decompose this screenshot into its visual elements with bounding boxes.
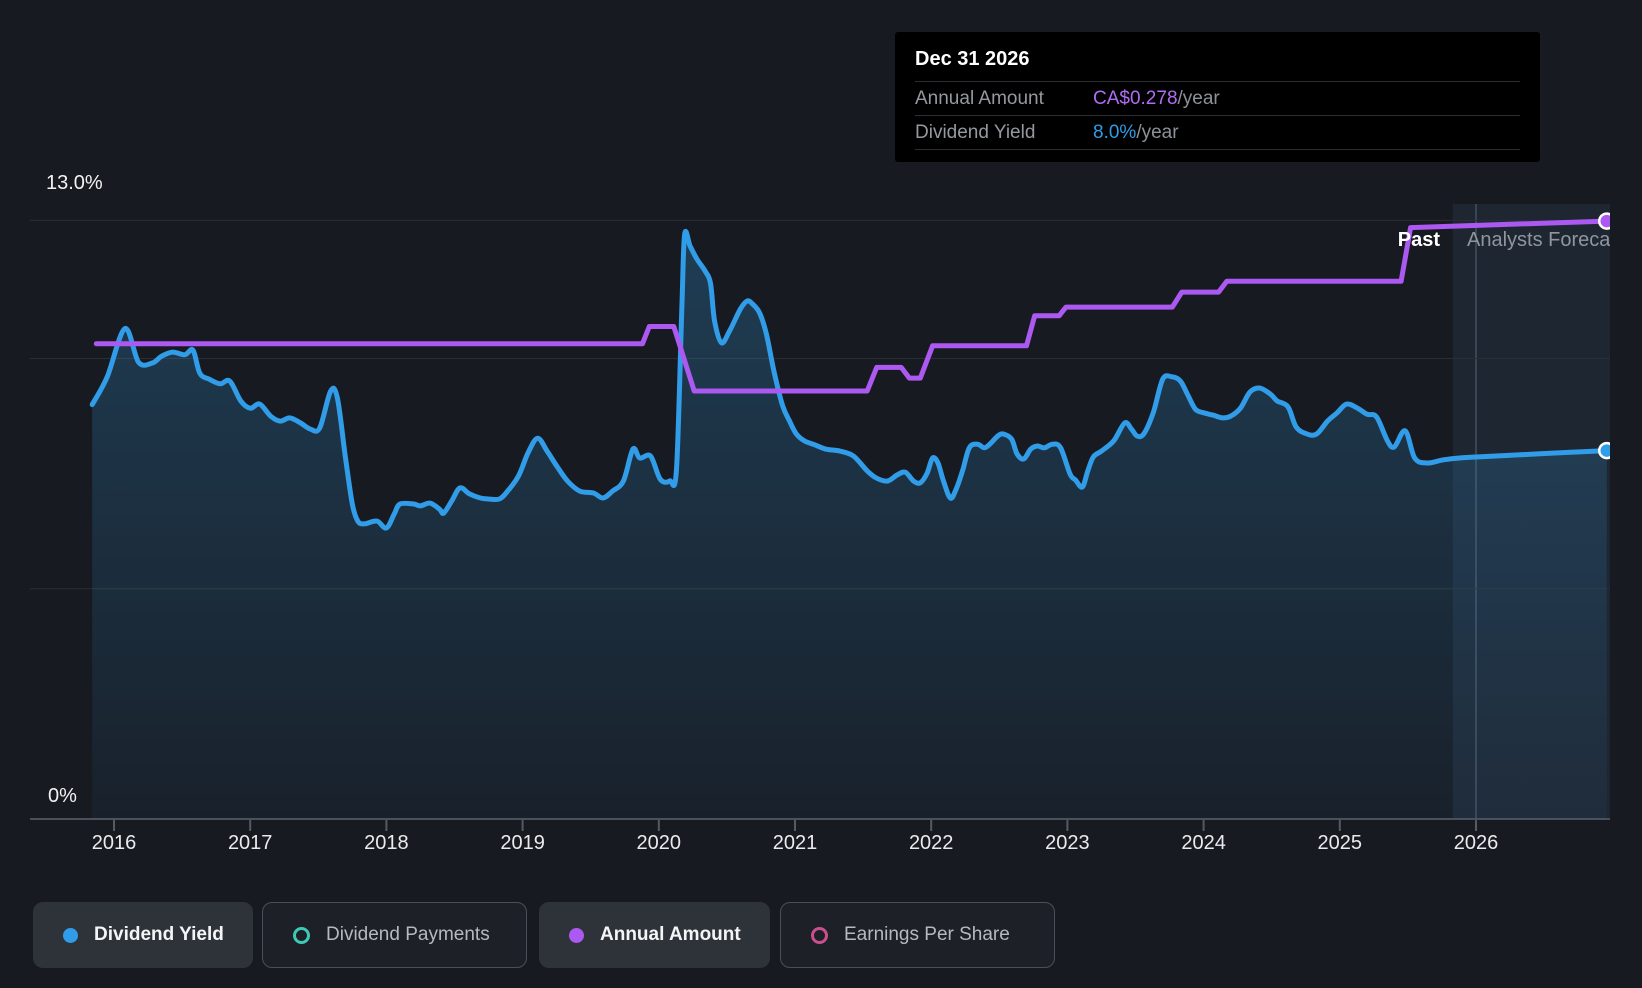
y-axis-label-max: 13.0% [46, 172, 103, 194]
legend-ring-icon [811, 926, 828, 944]
series-end-marker [1598, 441, 1610, 460]
tooltip-suffix: /year [1177, 87, 1220, 109]
legend-label: Annual Amount [600, 924, 741, 945]
legend-label: Dividend Payments [326, 924, 490, 945]
x-axis-year-label: 2025 [1317, 832, 1363, 854]
series-end-marker [1598, 212, 1610, 230]
legend-button-dividend-payments[interactable]: Dividend Payments [262, 902, 527, 968]
x-axis-year-label: 2026 [1453, 832, 1499, 854]
chart-tooltip: Dec 31 2026 Annual Amount CA$0.278/year … [895, 32, 1540, 162]
legend-label: Dividend Yield [94, 924, 224, 945]
tooltip-value: 8.0% [1093, 121, 1137, 143]
x-axis-year-label: 2017 [227, 832, 273, 854]
dividend-yield-line [89, 228, 1610, 531]
past-region-label: Past [1397, 229, 1440, 251]
legend-button-annual-amount[interactable]: Annual Amount [539, 902, 770, 968]
legend-ring-icon [293, 926, 310, 944]
x-axis-year-label: 2020 [636, 832, 682, 854]
x-axis-year-label: 2019 [500, 832, 545, 854]
tooltip-row-annual-amount: Annual Amount CA$0.278/year [915, 82, 1520, 116]
legend-button-dividend-yield[interactable]: Dividend Yield [33, 902, 253, 968]
tooltip-label: Annual Amount [915, 87, 1044, 109]
tooltip-date: Dec 31 2026 [915, 42, 1520, 82]
tooltip-row-dividend-yield: Dividend Yield 8.0%/year [915, 116, 1520, 150]
forecast-region-label: Analysts Forecast [1467, 229, 1610, 251]
x-axis-year-label: 2024 [1181, 832, 1226, 854]
tooltip-suffix: /year [1136, 121, 1179, 143]
legend-label: Earnings Per Share [844, 924, 1010, 945]
tooltip-value: CA$0.278 [1093, 87, 1178, 109]
x-axis-year-label: 2018 [364, 832, 409, 854]
x-axis-year-label: 2016 [91, 832, 137, 854]
tooltip-label: Dividend Yield [915, 121, 1036, 143]
yield-area-fill [92, 231, 1607, 819]
legend-dot-icon [569, 927, 584, 943]
plot-area [30, 204, 1610, 831]
x-axis-year-label: 2022 [908, 832, 954, 854]
x-axis-year-label: 2021 [772, 832, 818, 854]
legend-dot-icon [63, 927, 78, 943]
y-axis-label-zero: 0% [38, 783, 87, 810]
annual-amount-line [93, 218, 1610, 394]
legend-button-earnings-per-share[interactable]: Earnings Per Share [780, 902, 1055, 968]
x-axis-year-label: 2023 [1045, 832, 1090, 854]
